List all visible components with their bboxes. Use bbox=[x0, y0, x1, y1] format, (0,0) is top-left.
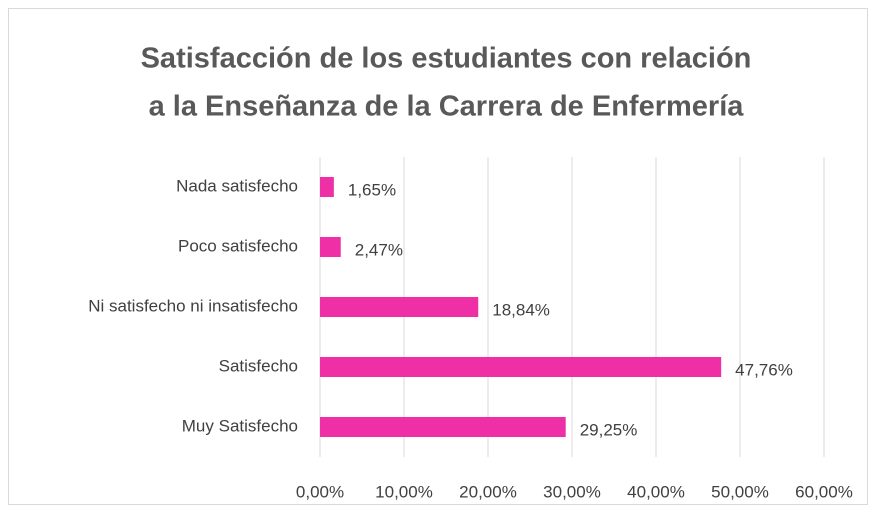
data-label: 2,47% bbox=[355, 240, 403, 259]
x-tick-label: 60,00% bbox=[795, 482, 853, 501]
bar bbox=[320, 297, 479, 317]
y-tick-label: Muy Satisfecho bbox=[182, 416, 298, 435]
y-tick-label: Satisfecho bbox=[219, 356, 298, 375]
chart-title: a la Enseñanza de la Carrera de Enfermer… bbox=[149, 91, 745, 123]
x-tick-label: 0,00% bbox=[296, 482, 344, 501]
x-tick-label: 10,00% bbox=[375, 482, 433, 501]
data-label: 18,84% bbox=[492, 300, 550, 319]
x-tick-label: 20,00% bbox=[459, 482, 517, 501]
data-label: 29,25% bbox=[580, 420, 638, 439]
bar bbox=[320, 357, 722, 377]
x-tick-label: 40,00% bbox=[627, 482, 685, 501]
data-label: 1,65% bbox=[348, 180, 396, 199]
bar bbox=[320, 237, 341, 257]
y-tick-label: Nada satisfecho bbox=[176, 176, 298, 195]
bar bbox=[320, 417, 566, 437]
data-label: 47,76% bbox=[735, 360, 793, 379]
bar bbox=[320, 177, 334, 197]
chart-title: Satisfacción de los estudiantes con rela… bbox=[141, 43, 752, 75]
x-tick-label: 30,00% bbox=[543, 482, 601, 501]
x-tick-label: 50,00% bbox=[711, 482, 769, 501]
y-tick-label: Ni satisfecho ni insatisfecho bbox=[88, 296, 298, 315]
y-tick-label: Poco satisfecho bbox=[178, 236, 298, 255]
